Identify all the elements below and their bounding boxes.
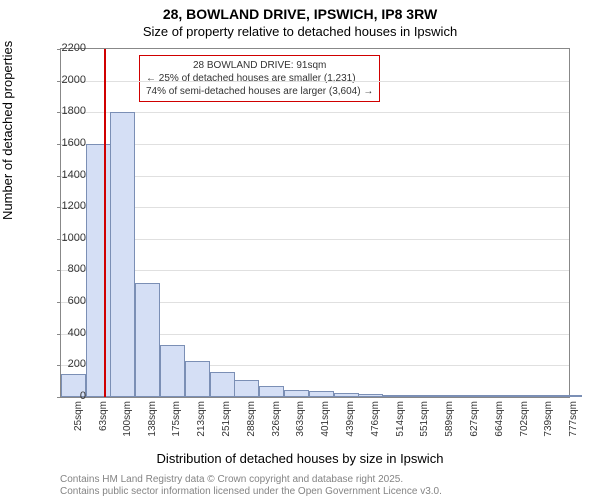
histogram-bar [210,372,235,397]
footer-credits: Contains HM Land Registry data © Crown c… [60,474,442,498]
x-tick-label: 551sqm [419,401,430,441]
histogram-bar [507,395,532,397]
x-tick-label: 138sqm [147,401,158,441]
histogram-bar [358,394,383,397]
y-tick-label: 1800 [46,105,86,117]
gridline [61,270,569,271]
x-tick-label: 627sqm [469,401,480,441]
x-tick-label: 777sqm [568,401,579,441]
histogram-bar [185,361,210,397]
x-tick-label: 739sqm [543,401,554,441]
histogram-bar [110,112,135,397]
plot-area: 28 BOWLAND DRIVE: 91sqm ← 25% of detache… [60,48,570,398]
y-tick-label: 1600 [46,137,86,149]
y-tick-label: 800 [46,263,86,275]
y-tick-label: 600 [46,295,86,307]
footer-line-1: Contains HM Land Registry data © Crown c… [60,474,442,486]
histogram-bar [482,395,507,397]
x-tick-label: 25sqm [73,401,84,441]
y-tick-label: 1400 [46,169,86,181]
annotation-line-2: ← 25% of detached houses are smaller (1,… [146,72,373,85]
gridline [61,144,569,145]
chart-container: 28, BOWLAND DRIVE, IPSWICH, IP8 3RW Size… [0,0,600,500]
x-tick-label: 100sqm [122,401,133,441]
chart-title: 28, BOWLAND DRIVE, IPSWICH, IP8 3RW [0,0,600,22]
y-tick-label: 200 [46,358,86,370]
y-axis-label: Number of detached properties [0,41,15,220]
gridline [61,81,569,82]
histogram-bar [531,395,556,397]
y-tick-label: 400 [46,327,86,339]
histogram-bar [284,390,309,397]
annotation-box: 28 BOWLAND DRIVE: 91sqm ← 25% of detache… [139,55,380,102]
x-tick-label: 175sqm [171,401,182,441]
histogram-bar [234,380,259,397]
x-tick-label: 401sqm [320,401,331,441]
x-tick-label: 589sqm [444,401,455,441]
x-tick-label: 326sqm [271,401,282,441]
histogram-bar [458,395,483,397]
x-tick-label: 288sqm [246,401,257,441]
x-tick-label: 664sqm [494,401,505,441]
histogram-bar [334,393,359,397]
x-tick-label: 63sqm [98,401,109,441]
histogram-bar [309,391,334,397]
histogram-bar [86,144,111,397]
histogram-bar [408,395,433,397]
gridline [61,239,569,240]
x-tick-label: 439sqm [345,401,356,441]
annotation-line-3: 74% of semi-detached houses are larger (… [146,85,373,98]
x-tick-label: 363sqm [295,401,306,441]
histogram-bar [383,395,408,397]
histogram-bar [135,283,160,397]
x-tick-label: 251sqm [221,401,232,441]
y-tick-label: 2200 [46,42,86,54]
y-tick-label: 1200 [46,200,86,212]
property-marker-line [104,49,106,397]
histogram-bar [160,345,185,397]
x-tick-label: 213sqm [196,401,207,441]
histogram-bar [259,386,284,397]
x-tick-label: 702sqm [519,401,530,441]
x-axis-label: Distribution of detached houses by size … [0,451,600,466]
x-tick-label: 476sqm [370,401,381,441]
gridline [61,176,569,177]
histogram-bar [433,395,458,397]
y-tick-label: 2000 [46,74,86,86]
chart-subtitle: Size of property relative to detached ho… [0,22,600,39]
footer-line-2: Contains public sector information licen… [60,486,442,498]
x-tick-label: 514sqm [395,401,406,441]
histogram-bar [556,395,581,397]
y-tick-label: 1000 [46,232,86,244]
gridline [61,112,569,113]
gridline [61,207,569,208]
annotation-line-1: 28 BOWLAND DRIVE: 91sqm [146,59,373,72]
